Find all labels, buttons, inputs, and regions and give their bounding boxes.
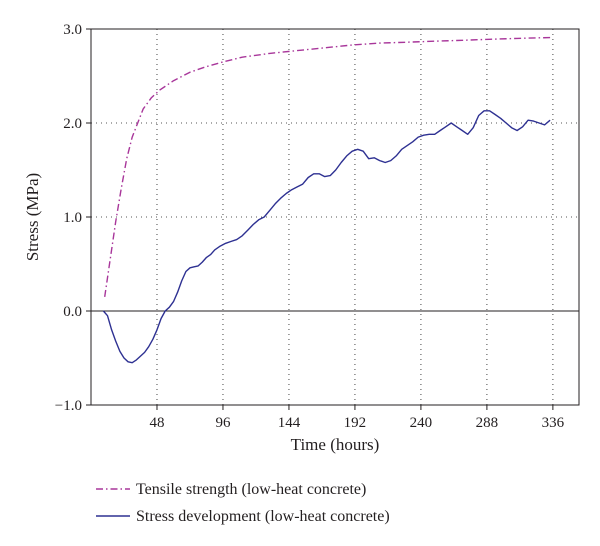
x-tick-label: 48 bbox=[149, 415, 164, 431]
y-tick-label: 3.0 bbox=[63, 22, 82, 38]
legend-label-stress-development: Stress development (low-heat concrete) bbox=[136, 508, 390, 525]
series bbox=[102, 36, 553, 364]
y-axis-label: Stress (MPa) bbox=[23, 173, 42, 261]
x-tick-label: 288 bbox=[476, 415, 499, 431]
y-tick-label: −1.0 bbox=[55, 398, 82, 414]
y-tick-label: 2.0 bbox=[63, 116, 82, 132]
series-line-1 bbox=[102, 110, 551, 364]
x-tick-label: 336 bbox=[542, 415, 565, 431]
y-tick-label: 1.0 bbox=[63, 210, 82, 226]
y-axis-ticks: −1.0 0.0 1.0 2.0 3.0 bbox=[55, 22, 91, 414]
x-tick-label: 144 bbox=[278, 415, 301, 431]
x-tick-label: 192 bbox=[344, 415, 367, 431]
x-axis-label: Time (hours) bbox=[291, 435, 380, 454]
x-axis-ticks: 48 96 144 192 240 288 336 bbox=[149, 405, 565, 431]
legend-label-tensile-strength: Tensile strength (low-heat concrete) bbox=[136, 481, 366, 498]
x-tick-label: 240 bbox=[410, 415, 433, 431]
x-tick-label: 96 bbox=[215, 415, 231, 431]
plot-frame bbox=[90, 28, 580, 406]
grid bbox=[91, 29, 579, 405]
y-tick-label: 0.0 bbox=[63, 304, 82, 320]
legend: Tensile strength (low-heat concrete) Str… bbox=[96, 481, 390, 525]
series-line-0 bbox=[104, 36, 553, 298]
